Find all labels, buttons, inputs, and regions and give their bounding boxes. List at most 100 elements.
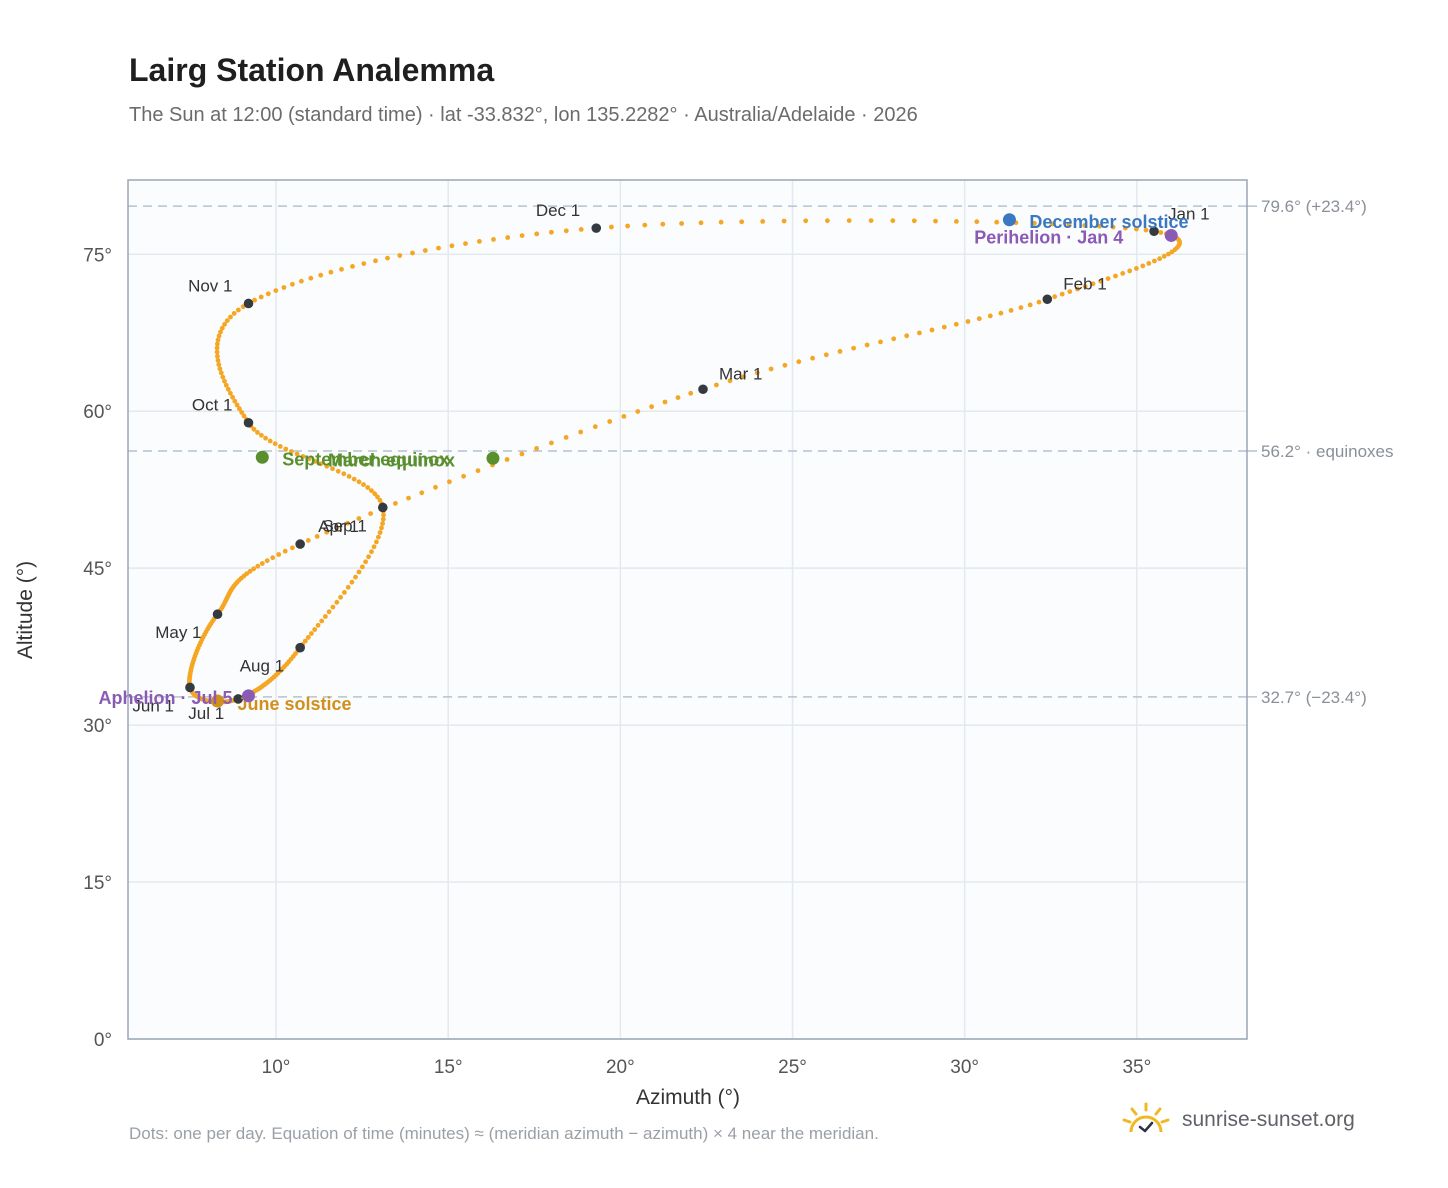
daily-sun-dot (1059, 291, 1065, 297)
daily-sun-dot (214, 345, 220, 351)
daily-sun-dot (252, 297, 257, 303)
daily-sun-dot (377, 530, 383, 535)
daily-sun-dot (305, 635, 311, 640)
x-tick-label: 30° (950, 1057, 979, 1078)
daily-sun-dot (837, 349, 843, 354)
daily-sun-dot (330, 604, 336, 610)
daily-sun-dot (302, 638, 308, 644)
daily-sun-dot (754, 370, 760, 376)
month-marker (243, 417, 254, 428)
month-label: Oct 1 (192, 396, 233, 415)
month-label: Nov 1 (188, 276, 232, 295)
daily-sun-dot (237, 406, 242, 412)
month-label: Jan 1 (1168, 204, 1210, 223)
month-label: Jul 1 (188, 704, 224, 723)
daily-sun-dot (1152, 258, 1157, 264)
daily-sun-dot (578, 227, 584, 232)
daily-sun-dot (326, 609, 332, 615)
daily-sun-dot (334, 599, 340, 605)
daily-sun-dot (366, 554, 371, 560)
daily-sun-dot (1067, 289, 1073, 294)
daily-sun-dot (1158, 230, 1164, 235)
daily-sun-dot (422, 248, 428, 253)
daily-sun-dot (549, 440, 554, 446)
brand[interactable]: sunrise-sunset.org (1120, 1102, 1355, 1138)
daily-sun-dot (1143, 227, 1149, 233)
daily-sun-dot (217, 366, 223, 372)
daily-sun-dot (890, 218, 896, 224)
daily-sun-dot (846, 218, 852, 224)
daily-sun-dot (760, 219, 766, 224)
daily-sun-dot (851, 345, 856, 351)
daily-sun-dot (215, 337, 221, 343)
daily-sun-dot (305, 538, 311, 543)
daily-sun-dot (215, 341, 220, 347)
daily-sun-dot (318, 461, 324, 467)
daily-sun-dot (504, 457, 510, 462)
month-marker (212, 609, 223, 620)
daily-sun-dot (289, 449, 294, 454)
daily-sun-dot (1110, 224, 1116, 230)
y-axis-label: Altitude (°) (14, 561, 37, 659)
daily-sun-dot (230, 394, 236, 400)
plot-background (128, 180, 1247, 1039)
daily-sun-dot (273, 288, 279, 293)
month-marker (295, 642, 305, 653)
daily-sun-dot (688, 390, 694, 396)
daily-sun-dot (259, 432, 264, 438)
daily-sun-dot (241, 413, 247, 419)
daily-sun-dot (385, 255, 390, 261)
daily-sun-dot (607, 419, 613, 424)
daily-sun-dot (222, 378, 227, 384)
event-marker (1164, 228, 1178, 242)
daily-sun-dot (335, 468, 341, 474)
daily-sun-dot (1123, 225, 1128, 231)
daily-sun-dot (1157, 256, 1162, 262)
daily-sun-dot (220, 374, 226, 380)
month-marker (243, 298, 254, 309)
daily-sun-dot (974, 219, 980, 225)
daily-sun-dot (224, 318, 230, 323)
y-tick-label: 0° (94, 1030, 112, 1051)
daily-sun-dot (635, 409, 641, 414)
daily-sun-dot (338, 594, 343, 600)
daily-sun-dot (397, 253, 403, 258)
event-marker (486, 451, 500, 465)
footnote: Dots: one per day. Equation of time (min… (129, 1124, 879, 1143)
daily-sun-dot (228, 314, 233, 320)
daily-sun-dot (864, 342, 870, 348)
daily-sun-dot (349, 579, 355, 585)
month-marker (377, 502, 388, 513)
daily-sun-dot (379, 525, 384, 531)
daily-sun-dot (270, 555, 276, 561)
daily-sun-dot (878, 339, 883, 345)
daily-sun-dot (393, 501, 398, 506)
daily-sun-dot (353, 574, 358, 580)
month-label: Feb 1 (1063, 274, 1106, 293)
daily-sun-dot (675, 395, 681, 400)
daily-sun-dot (491, 237, 496, 242)
x-tick-label: 10° (262, 1057, 291, 1078)
daily-sun-dot (255, 563, 261, 569)
daily-sun-dot (312, 627, 318, 632)
daily-sun-dot (891, 336, 897, 342)
daily-sun-dot (232, 398, 238, 404)
daily-sun-dot (803, 218, 809, 224)
daily-sun-dot (356, 516, 362, 521)
daily-sun-dot (361, 261, 367, 266)
plot-frame (127, 179, 1248, 1040)
daily-sun-dot (578, 429, 584, 435)
month-label: May 1 (155, 623, 201, 642)
daily-sun-dot (267, 438, 273, 444)
daily-sun-dot (534, 446, 539, 451)
daily-sun-dot (781, 218, 787, 224)
daily-sun-dot (718, 219, 724, 225)
daily-sun-dot (505, 235, 511, 240)
daily-sun-dot (324, 463, 330, 469)
daily-sun-dot (324, 529, 330, 535)
daily-sun-dot (609, 224, 614, 230)
daily-sun-dot (223, 382, 229, 388)
daily-sun-dot (373, 258, 378, 264)
daily-sun-dot (368, 511, 373, 516)
